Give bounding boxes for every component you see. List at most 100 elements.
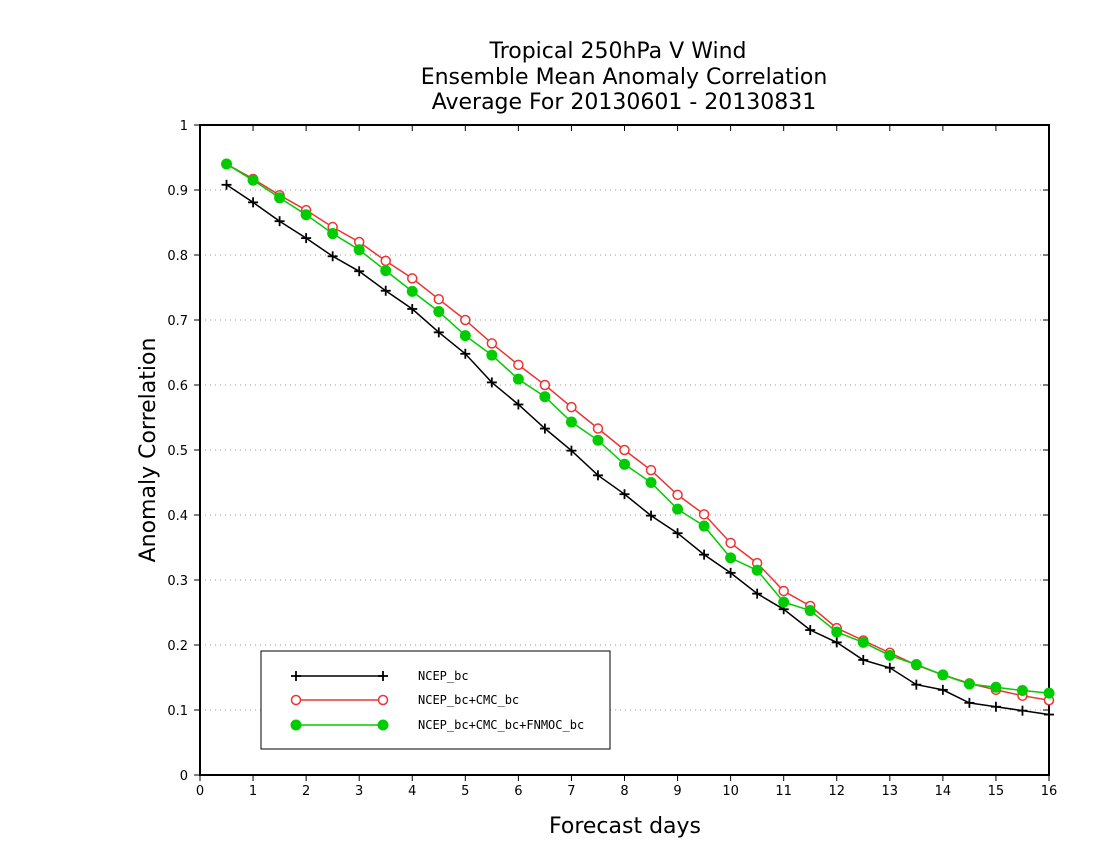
data-point (353, 244, 365, 256)
data-point (672, 503, 684, 515)
chart-title-line-2: Ensemble Mean Anomaly Correlation (421, 65, 828, 90)
x-tick-label: 3 (355, 784, 363, 799)
data-point (964, 697, 975, 708)
data-point (513, 399, 524, 410)
y-tick-label: 0.6 (167, 379, 188, 394)
legend-item-2: NCEP_bc+CMC_bc (290, 693, 519, 707)
legend-marker (377, 694, 389, 706)
data-point (884, 662, 895, 673)
data-point (539, 423, 550, 434)
chart-title-line-1: Tropical 250hPa V Wind (488, 39, 746, 64)
legend-marker (291, 671, 301, 681)
x-tick-label: 9 (673, 784, 681, 799)
chart-title-line-3: Average For 20130601 - 20130831 (432, 90, 817, 115)
data-point (1044, 709, 1054, 720)
data-point (486, 349, 498, 361)
data-point (539, 391, 551, 403)
legend-marker (290, 719, 302, 731)
x-tick-label: 5 (461, 784, 469, 799)
legend-marker (290, 694, 302, 706)
data-point (300, 209, 312, 221)
y-tick-label: 0 (180, 769, 188, 784)
data-point (539, 379, 551, 391)
data-point (751, 564, 763, 576)
legend-item-3: NCEP_bc+CMC_bc+FNMOC_bc (290, 718, 584, 732)
x-tick-label: 15 (988, 784, 1005, 799)
data-point (566, 445, 577, 456)
legend-marker (378, 671, 388, 681)
data-point (1043, 687, 1055, 699)
data-point (805, 625, 816, 636)
data-point (672, 489, 683, 501)
data-point (460, 348, 471, 359)
data-point (990, 701, 1001, 712)
data-point (1016, 685, 1028, 696)
data-point (778, 596, 790, 608)
data-point (592, 470, 603, 481)
y-tick-label: 0.7 (167, 314, 188, 329)
data-point (592, 434, 604, 446)
data-point (354, 266, 365, 277)
data-point (725, 537, 736, 549)
y-tick-label: 0.4 (167, 509, 188, 524)
x-tick-label: 6 (514, 784, 522, 799)
data-point (380, 285, 391, 296)
data-point (486, 338, 498, 349)
legend-label: NCEP_bc (418, 669, 469, 683)
y-tick-label: 0.9 (167, 184, 188, 199)
data-point (937, 684, 948, 695)
data-point (884, 649, 896, 661)
series-line (226, 184, 1050, 716)
data-point (274, 216, 285, 227)
series-2 (221, 158, 1055, 706)
y-tick-label: 1 (180, 119, 188, 134)
data-point (619, 489, 630, 500)
legend: NCEP_bc NCEP_bc+CMC_bc NCEP_bc+CMC_bc+FNMO… (260, 650, 611, 750)
x-axis-title: Forecast days (549, 814, 701, 839)
y-tick-label: 0.1 (167, 704, 188, 719)
x-tick-label: 1 (249, 784, 257, 799)
x-tick-label: 12 (828, 784, 845, 799)
data-point (433, 306, 445, 318)
x-tick-label: 10 (722, 784, 739, 799)
data-point (407, 303, 418, 314)
y-axis-title: Anomaly Correlation (136, 338, 161, 563)
x-tick-label: 11 (775, 784, 792, 799)
series-3 (221, 158, 1055, 699)
data-point (380, 265, 392, 277)
data-point (645, 477, 657, 488)
data-point (698, 509, 710, 520)
data-point (248, 197, 259, 208)
data-point (725, 552, 737, 564)
data-point (407, 273, 418, 284)
y-tick-label: 0.3 (167, 574, 188, 589)
data-point (752, 588, 763, 599)
data-point (1017, 705, 1028, 716)
data-point (804, 605, 816, 617)
data-point (778, 585, 789, 597)
data-point (247, 174, 259, 186)
y-tick-label: 0.2 (167, 639, 188, 654)
data-point (911, 679, 922, 690)
data-point (221, 158, 233, 170)
legend-label: NCEP_bc+CMC_bc (418, 693, 519, 707)
data-point (274, 192, 286, 204)
data-point (592, 423, 604, 434)
x-tick-label: 2 (302, 784, 310, 799)
data-point (406, 285, 418, 297)
x-tick-label: 0 (196, 784, 204, 799)
data-point (513, 359, 524, 371)
data-point (433, 327, 444, 338)
data-point (937, 669, 949, 681)
data-point (831, 626, 843, 638)
legend-label: NCEP_bc+CMC_bc+FNMOC_bc (418, 718, 584, 732)
data-point (565, 416, 577, 428)
data-point (698, 520, 710, 532)
data-point (380, 255, 391, 267)
data-point (512, 373, 524, 385)
x-tick-label: 16 (1041, 784, 1058, 799)
data-point (910, 659, 922, 670)
y-tick-label: 0.5 (167, 444, 188, 459)
series-line (226, 163, 1050, 694)
data-point (619, 458, 630, 470)
